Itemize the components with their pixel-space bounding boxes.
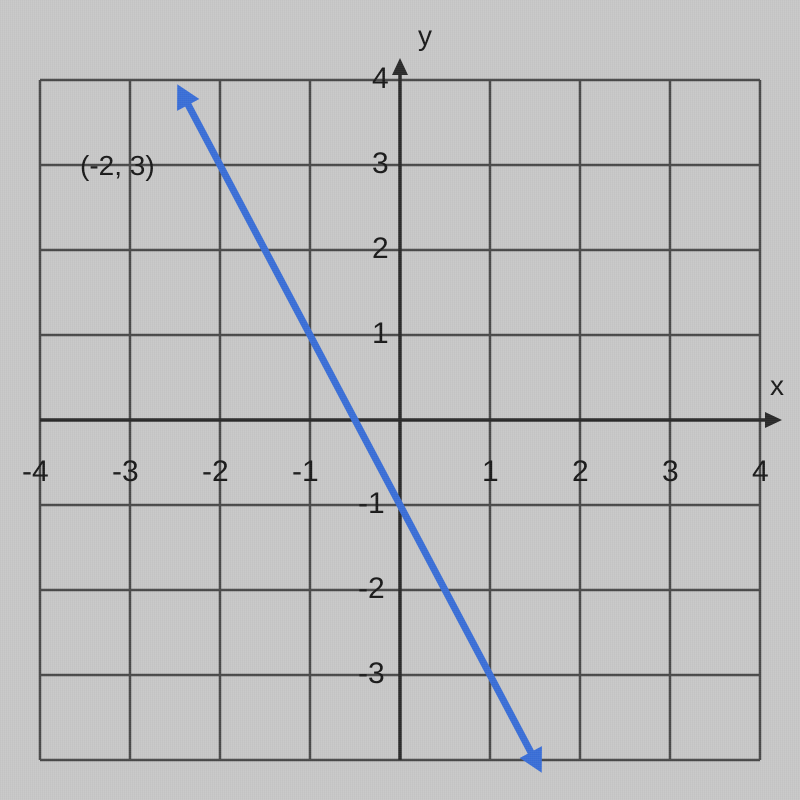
x-axis-label: x — [770, 370, 784, 402]
x-tick-label: 3 — [662, 455, 679, 489]
x-tick-label: -1 — [292, 455, 319, 489]
y-tick-label: 4 — [372, 62, 389, 96]
y-tick-label: 1 — [372, 317, 389, 351]
y-tick-label: 2 — [372, 232, 389, 266]
y-tick-label: -1 — [358, 487, 385, 521]
x-tick-label: -2 — [202, 455, 229, 489]
x-tick-label: -4 — [22, 455, 49, 489]
x-tick-label: 2 — [572, 455, 589, 489]
graph-svg — [0, 0, 800, 800]
x-tick-label: -3 — [112, 455, 139, 489]
coordinate-plane: y x -4 -3 -2 -1 1 2 3 4 -3 -2 -1 1 2 3 4 (-2, 3) — [0, 0, 800, 800]
y-tick-label: -2 — [358, 572, 385, 606]
y-axis-label: y — [418, 20, 432, 52]
y-tick-label: -3 — [358, 657, 385, 691]
x-tick-label: 4 — [752, 455, 769, 489]
point-coordinate-label: (-2, 3) — [80, 150, 155, 182]
x-tick-label: 1 — [482, 455, 499, 489]
y-tick-label: 3 — [372, 147, 389, 181]
